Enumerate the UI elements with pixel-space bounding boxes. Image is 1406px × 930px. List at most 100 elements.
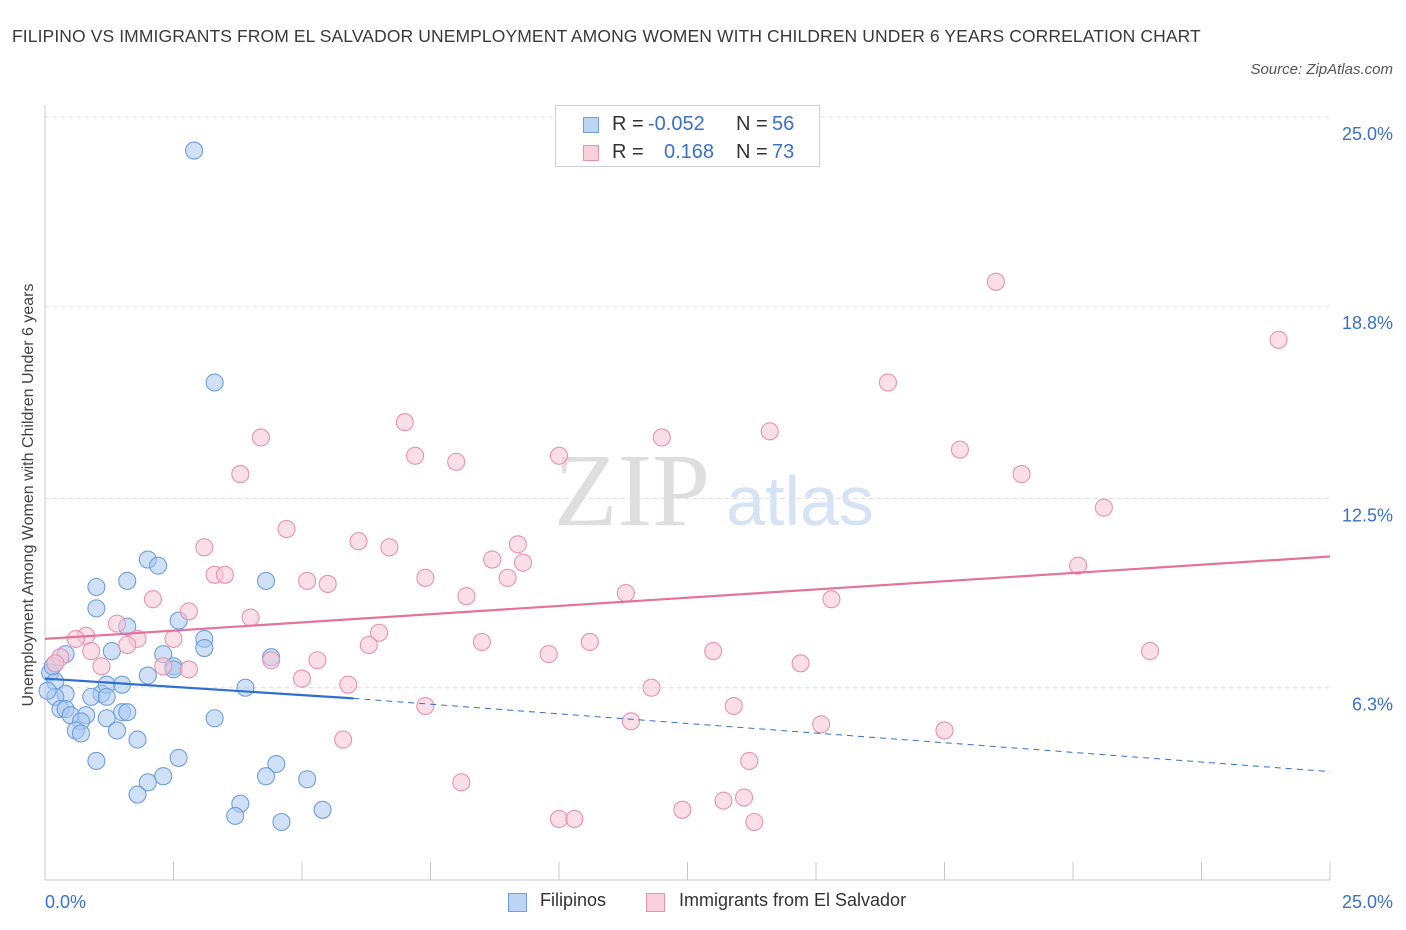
el-salvador-point	[549, 809, 569, 829]
el-salvador-point	[292, 669, 312, 688]
filipinos-point	[102, 642, 121, 661]
legend-n-value-el-salvador: 73	[772, 141, 795, 163]
el-salvador-point	[935, 721, 954, 740]
el-salvador-point	[549, 446, 569, 465]
el-salvador-point	[46, 654, 65, 673]
el-salvador-point	[370, 623, 389, 642]
filipinos-point	[226, 806, 245, 825]
el-salvador-point	[565, 809, 584, 829]
el-salvador-point	[740, 751, 759, 771]
legend-n-value-filipinos: 56	[772, 113, 795, 135]
el-salvador-point	[734, 788, 754, 807]
el-salvador-point	[154, 657, 173, 676]
el-salvador-point	[298, 571, 317, 590]
el-salvador-point	[704, 642, 723, 661]
el-salvador-point	[308, 651, 327, 670]
filipinos-trend-extension	[353, 697, 1331, 773]
el-salvador-point	[483, 550, 502, 569]
el-salvador-point	[380, 538, 399, 557]
filipinos-point	[138, 773, 157, 792]
legend-n-label: N =	[736, 113, 768, 135]
el-salvador-point	[262, 651, 281, 670]
el-salvador-point	[714, 791, 733, 810]
filipinos-point	[128, 785, 147, 804]
legend-swatch-filipinos	[583, 117, 599, 133]
el-salvador-point	[406, 446, 425, 465]
el-salvador-point	[349, 532, 368, 551]
filipinos-point	[195, 638, 214, 658]
el-salvador-point	[760, 422, 779, 441]
el-salvador-point	[318, 574, 337, 594]
el-salvador-point	[472, 632, 491, 651]
chart-title: FILIPINO VS IMMIGRANTS FROM EL SALVADOR …	[12, 26, 1201, 46]
filipinos-points	[38, 141, 332, 832]
el-salvador-point	[621, 712, 641, 731]
source-label: Source: ZipAtlas.com	[1250, 61, 1393, 78]
el-salvador-point	[231, 465, 250, 484]
el-salvador-point	[791, 654, 810, 673]
axes	[44, 105, 1331, 881]
y-tick-label: 12.5%	[1342, 506, 1393, 526]
legend-r-label: R =	[612, 113, 644, 135]
filipinos-point	[87, 599, 106, 618]
el-salvador-point	[812, 715, 831, 734]
tick-labels: 6.3% 12.5% 18.8% 25.0% 0.0% 25.0%	[45, 124, 1393, 912]
legend-r-value-filipinos: -0.052	[648, 113, 705, 135]
filipinos-trend-line	[44, 677, 354, 700]
filipinos-point	[71, 724, 91, 743]
legend-row-el-salvador: R = 0.168 N = 73	[556, 140, 819, 166]
filipinos-point	[118, 703, 137, 722]
y-tick-label: 18.8%	[1342, 313, 1393, 333]
legend-r-value-el-salvador: 0.168	[664, 141, 715, 163]
el-salvador-point	[447, 452, 466, 471]
watermark-atlas: atlas	[726, 462, 874, 540]
legend-r-label: R =	[612, 141, 644, 163]
el-salvador-point	[277, 519, 296, 539]
filipinos-point	[149, 556, 168, 575]
legend-n-label: N =	[736, 141, 768, 163]
el-salvador-point	[1141, 642, 1160, 661]
el-salvador-point	[334, 730, 353, 749]
trend-lines	[44, 555, 1331, 773]
stats-legend: R = -0.052 N = 56 R = 0.168 N = 73	[555, 105, 820, 167]
el-salvador-point	[179, 602, 198, 621]
filipinos-point	[236, 678, 255, 697]
y-tick-label: 6.3%	[1352, 695, 1393, 715]
el-salvador-point	[498, 568, 517, 587]
filipinos-point	[154, 767, 173, 786]
el-salvador-trend-line	[44, 555, 1331, 640]
el-salvador-point	[143, 590, 162, 609]
el-salvador-point	[508, 535, 527, 554]
el-salvador-point	[1069, 556, 1088, 575]
x-tick-label: 25.0%	[1342, 892, 1393, 912]
el-salvador-point	[195, 538, 214, 557]
filipinos-point	[313, 800, 332, 819]
el-salvador-point	[118, 635, 137, 655]
filipinos-point	[267, 754, 286, 774]
filipinos-point	[256, 571, 276, 590]
el-salvador-point	[673, 800, 692, 819]
el-salvador-point	[395, 413, 414, 432]
filipinos-point	[298, 770, 317, 789]
filipinos-point	[205, 373, 224, 392]
filipinos-point	[82, 687, 101, 706]
el-salvador-point	[452, 773, 471, 792]
el-salvador-point	[82, 642, 101, 661]
el-salvador-point	[416, 568, 435, 587]
el-salvador-point	[986, 272, 1005, 291]
el-salvador-point	[580, 632, 599, 651]
filipinos-point	[138, 666, 157, 685]
el-salvador-points	[46, 272, 1288, 832]
legend-row-filipinos: R = -0.052 N = 56	[556, 112, 819, 138]
el-salvador-point	[416, 696, 435, 716]
el-salvador-point	[822, 590, 841, 609]
el-salvador-point	[1269, 330, 1288, 349]
filipinos-point	[97, 709, 116, 728]
el-salvador-point	[724, 696, 743, 716]
el-salvador-point	[878, 373, 898, 392]
el-salvador-point	[652, 428, 671, 447]
filipinos-point	[87, 577, 106, 597]
el-salvador-point	[745, 812, 764, 832]
el-salvador-point	[513, 553, 533, 572]
